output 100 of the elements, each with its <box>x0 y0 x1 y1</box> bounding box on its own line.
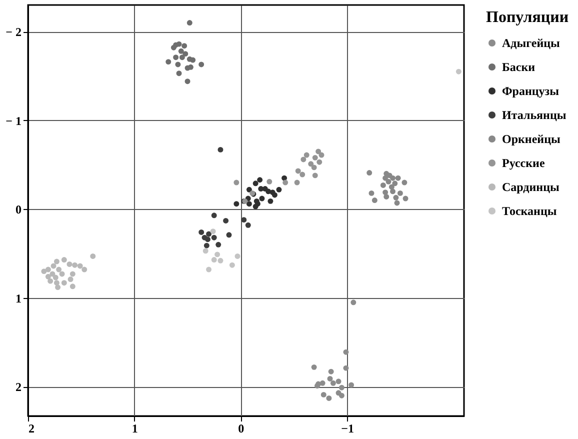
point <box>173 54 179 60</box>
point <box>170 44 176 50</box>
point <box>59 271 65 277</box>
point <box>350 300 356 306</box>
point <box>338 384 344 390</box>
legend-label: Итальянцы <box>502 108 567 122</box>
y-tick-label: 1 <box>16 291 22 306</box>
point <box>372 198 378 204</box>
point <box>182 51 188 57</box>
point <box>330 380 336 386</box>
point <box>214 252 220 258</box>
point <box>218 146 224 152</box>
legend-label: Баски <box>502 60 536 74</box>
point <box>304 152 310 158</box>
point <box>229 262 235 268</box>
point <box>211 234 217 240</box>
point <box>386 178 392 184</box>
point <box>223 218 229 224</box>
point <box>382 175 388 181</box>
point <box>166 59 172 65</box>
point <box>272 192 278 198</box>
point <box>316 159 322 165</box>
point <box>45 274 51 280</box>
point <box>45 266 51 272</box>
point <box>268 198 274 204</box>
point <box>56 266 62 272</box>
point <box>175 62 181 68</box>
point <box>390 175 396 181</box>
point <box>48 278 54 284</box>
point <box>204 242 210 248</box>
point <box>327 376 333 382</box>
x-tick-label: 2 <box>28 422 34 436</box>
point <box>234 253 240 259</box>
point <box>179 54 185 60</box>
legend-label: Тосканцы <box>502 204 558 218</box>
point <box>90 253 96 259</box>
point <box>320 380 326 386</box>
point <box>328 368 334 374</box>
point <box>241 217 247 223</box>
point <box>72 262 78 268</box>
y-tick-label: 0 <box>16 202 22 217</box>
point <box>384 194 390 200</box>
point <box>366 170 372 176</box>
point <box>294 180 300 186</box>
point <box>41 268 47 274</box>
legend-title: Популяции <box>486 9 569 26</box>
point <box>54 258 60 264</box>
point <box>308 161 314 167</box>
point <box>55 284 61 290</box>
point <box>190 57 196 63</box>
point <box>218 258 224 264</box>
point <box>318 152 324 158</box>
point <box>176 41 182 47</box>
point <box>216 242 222 248</box>
point <box>182 43 188 49</box>
point <box>210 228 216 234</box>
point <box>456 68 462 74</box>
point <box>198 230 204 235</box>
y-tick-label: − 1 <box>6 114 22 128</box>
point <box>282 175 288 181</box>
point <box>380 182 386 188</box>
point <box>54 280 60 286</box>
point <box>336 378 342 384</box>
point <box>266 178 272 184</box>
point <box>311 164 317 170</box>
y-tick-label: 2 <box>16 380 22 394</box>
legend-label: Сардинцы <box>502 180 560 194</box>
point <box>295 168 301 174</box>
point <box>70 271 76 277</box>
point <box>257 177 263 183</box>
point <box>393 194 399 200</box>
point <box>246 201 252 207</box>
point <box>338 392 344 398</box>
legend-label: Оркнейцы <box>502 132 561 146</box>
point <box>402 180 408 186</box>
point <box>198 62 204 68</box>
point <box>312 154 318 160</box>
point <box>184 78 190 84</box>
point <box>320 392 326 398</box>
legend-label: Французы <box>502 84 560 98</box>
point <box>390 188 396 194</box>
point <box>206 231 212 237</box>
point <box>211 257 217 262</box>
point <box>82 266 88 272</box>
point <box>68 276 74 282</box>
point <box>252 204 258 210</box>
y-tick-label: − 2 <box>6 25 22 40</box>
point <box>259 196 265 202</box>
x-tick-label: 0 <box>238 422 244 436</box>
point <box>234 180 240 186</box>
point <box>394 200 400 206</box>
point <box>50 263 56 269</box>
point <box>70 284 76 290</box>
point <box>52 274 58 280</box>
point <box>186 20 192 26</box>
point <box>206 266 212 272</box>
point <box>66 261 72 267</box>
point <box>246 186 252 192</box>
point <box>61 257 67 262</box>
point <box>226 232 232 238</box>
